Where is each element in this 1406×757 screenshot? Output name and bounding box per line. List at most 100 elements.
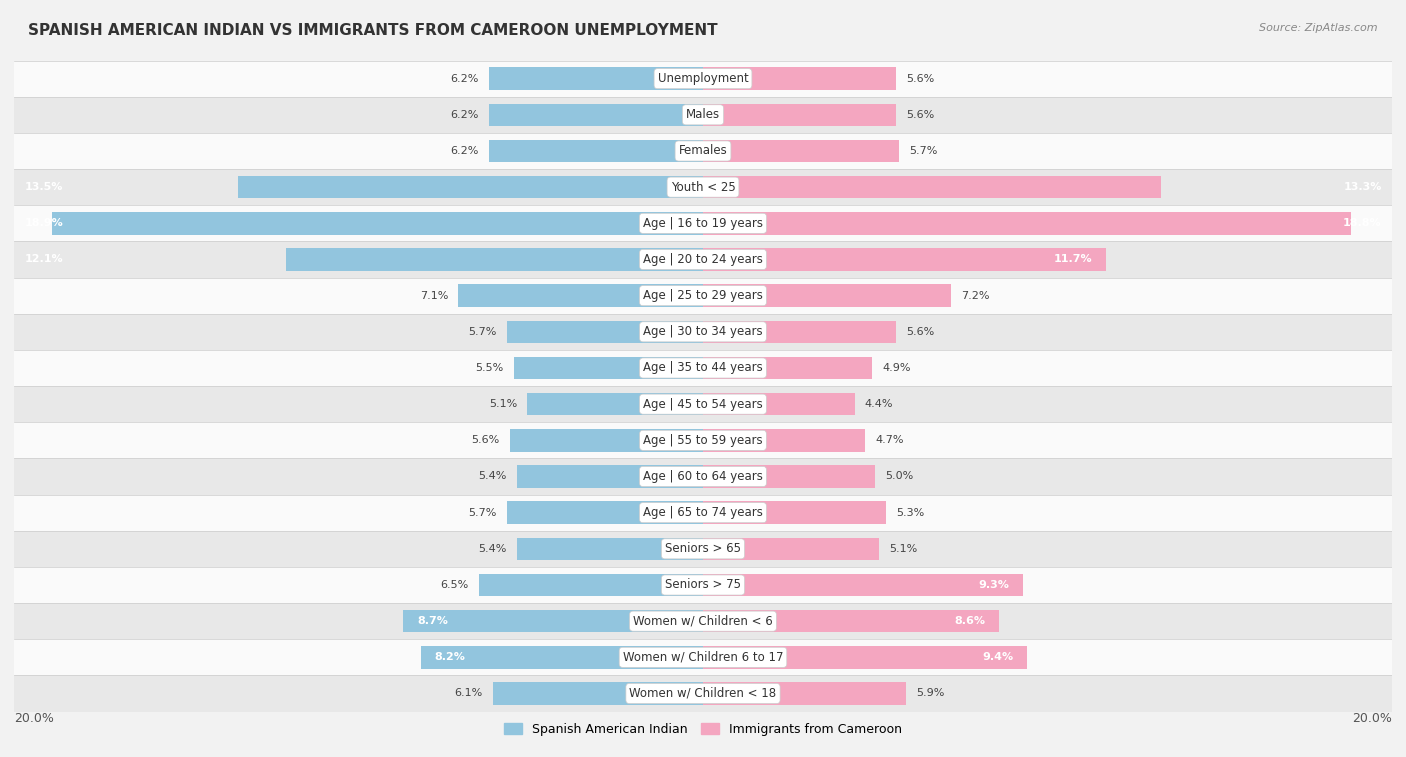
Bar bbox=[14, 639, 1392, 675]
Text: Youth < 25: Youth < 25 bbox=[671, 181, 735, 194]
Bar bbox=[404, 610, 703, 632]
Text: Age | 25 to 29 years: Age | 25 to 29 years bbox=[643, 289, 763, 302]
Bar bbox=[703, 212, 1351, 235]
Bar bbox=[14, 205, 1392, 241]
Bar bbox=[14, 531, 1392, 567]
Text: 4.7%: 4.7% bbox=[875, 435, 904, 445]
Bar bbox=[14, 567, 1392, 603]
Text: 5.5%: 5.5% bbox=[475, 363, 503, 373]
Text: 5.0%: 5.0% bbox=[886, 472, 914, 481]
Text: 5.6%: 5.6% bbox=[471, 435, 499, 445]
Text: 5.6%: 5.6% bbox=[907, 327, 935, 337]
Text: 5.4%: 5.4% bbox=[478, 544, 506, 554]
Bar bbox=[287, 248, 703, 271]
Bar bbox=[703, 285, 950, 307]
Bar bbox=[703, 574, 1024, 597]
Text: Females: Females bbox=[679, 145, 727, 157]
Text: 4.4%: 4.4% bbox=[865, 399, 893, 409]
Bar bbox=[14, 313, 1392, 350]
Text: Age | 60 to 64 years: Age | 60 to 64 years bbox=[643, 470, 763, 483]
Text: 4.9%: 4.9% bbox=[882, 363, 911, 373]
Text: Age | 65 to 74 years: Age | 65 to 74 years bbox=[643, 506, 763, 519]
Text: 5.7%: 5.7% bbox=[468, 508, 496, 518]
Bar bbox=[14, 61, 1392, 97]
Text: Unemployment: Unemployment bbox=[658, 72, 748, 85]
Bar bbox=[703, 67, 896, 90]
Text: 5.1%: 5.1% bbox=[489, 399, 517, 409]
Text: SPANISH AMERICAN INDIAN VS IMMIGRANTS FROM CAMEROON UNEMPLOYMENT: SPANISH AMERICAN INDIAN VS IMMIGRANTS FR… bbox=[28, 23, 717, 38]
Text: 8.6%: 8.6% bbox=[955, 616, 986, 626]
Text: Age | 45 to 54 years: Age | 45 to 54 years bbox=[643, 397, 763, 410]
Text: 8.7%: 8.7% bbox=[418, 616, 449, 626]
Text: Age | 30 to 34 years: Age | 30 to 34 years bbox=[643, 326, 763, 338]
Bar bbox=[703, 321, 896, 343]
Text: Source: ZipAtlas.com: Source: ZipAtlas.com bbox=[1260, 23, 1378, 33]
Bar bbox=[458, 285, 703, 307]
Text: 6.2%: 6.2% bbox=[451, 73, 479, 83]
Bar bbox=[703, 610, 1000, 632]
Text: 18.8%: 18.8% bbox=[1343, 218, 1382, 229]
Bar bbox=[506, 501, 703, 524]
Text: 5.9%: 5.9% bbox=[917, 689, 945, 699]
Text: Age | 16 to 19 years: Age | 16 to 19 years bbox=[643, 217, 763, 230]
Text: 18.9%: 18.9% bbox=[24, 218, 63, 229]
Bar bbox=[703, 393, 855, 416]
Bar bbox=[703, 140, 900, 162]
Bar bbox=[517, 466, 703, 488]
Bar bbox=[510, 429, 703, 451]
Bar bbox=[489, 104, 703, 126]
Text: 5.4%: 5.4% bbox=[478, 472, 506, 481]
Text: 13.3%: 13.3% bbox=[1343, 182, 1382, 192]
Text: 5.3%: 5.3% bbox=[896, 508, 924, 518]
Bar bbox=[479, 574, 703, 597]
Bar bbox=[703, 466, 875, 488]
Bar bbox=[14, 422, 1392, 459]
Text: 20.0%: 20.0% bbox=[14, 712, 53, 724]
Bar bbox=[703, 646, 1026, 668]
Text: 6.5%: 6.5% bbox=[440, 580, 468, 590]
Bar bbox=[489, 67, 703, 90]
Bar bbox=[14, 169, 1392, 205]
Bar bbox=[703, 501, 886, 524]
Bar bbox=[238, 176, 703, 198]
Text: Seniors > 65: Seniors > 65 bbox=[665, 542, 741, 556]
Text: 7.1%: 7.1% bbox=[420, 291, 449, 301]
Text: 9.3%: 9.3% bbox=[979, 580, 1010, 590]
Bar bbox=[703, 357, 872, 379]
Text: 20.0%: 20.0% bbox=[1353, 712, 1392, 724]
Text: 13.5%: 13.5% bbox=[24, 182, 63, 192]
Bar bbox=[14, 241, 1392, 278]
Text: 5.1%: 5.1% bbox=[889, 544, 917, 554]
Bar bbox=[703, 429, 865, 451]
Bar bbox=[14, 350, 1392, 386]
Bar bbox=[14, 133, 1392, 169]
Bar bbox=[14, 603, 1392, 639]
Text: Age | 55 to 59 years: Age | 55 to 59 years bbox=[643, 434, 763, 447]
Text: 11.7%: 11.7% bbox=[1053, 254, 1092, 264]
Text: Males: Males bbox=[686, 108, 720, 121]
Text: Age | 20 to 24 years: Age | 20 to 24 years bbox=[643, 253, 763, 266]
Text: Seniors > 75: Seniors > 75 bbox=[665, 578, 741, 591]
Bar bbox=[14, 459, 1392, 494]
Text: 6.2%: 6.2% bbox=[451, 110, 479, 120]
Bar bbox=[14, 97, 1392, 133]
Bar bbox=[703, 537, 879, 560]
Text: Women w/ Children < 6: Women w/ Children < 6 bbox=[633, 615, 773, 628]
Bar bbox=[14, 675, 1392, 712]
Text: 5.6%: 5.6% bbox=[907, 73, 935, 83]
Bar bbox=[14, 494, 1392, 531]
Bar bbox=[703, 682, 907, 705]
Bar bbox=[703, 176, 1161, 198]
Text: 5.6%: 5.6% bbox=[907, 110, 935, 120]
Bar bbox=[513, 357, 703, 379]
Bar bbox=[52, 212, 703, 235]
Legend: Spanish American Indian, Immigrants from Cameroon: Spanish American Indian, Immigrants from… bbox=[499, 718, 907, 741]
Bar bbox=[506, 321, 703, 343]
Bar bbox=[420, 646, 703, 668]
Text: 8.2%: 8.2% bbox=[434, 653, 465, 662]
Text: Women w/ Children 6 to 17: Women w/ Children 6 to 17 bbox=[623, 651, 783, 664]
Bar bbox=[14, 386, 1392, 422]
Text: 6.1%: 6.1% bbox=[454, 689, 482, 699]
Text: Age | 35 to 44 years: Age | 35 to 44 years bbox=[643, 362, 763, 375]
Text: 5.7%: 5.7% bbox=[468, 327, 496, 337]
